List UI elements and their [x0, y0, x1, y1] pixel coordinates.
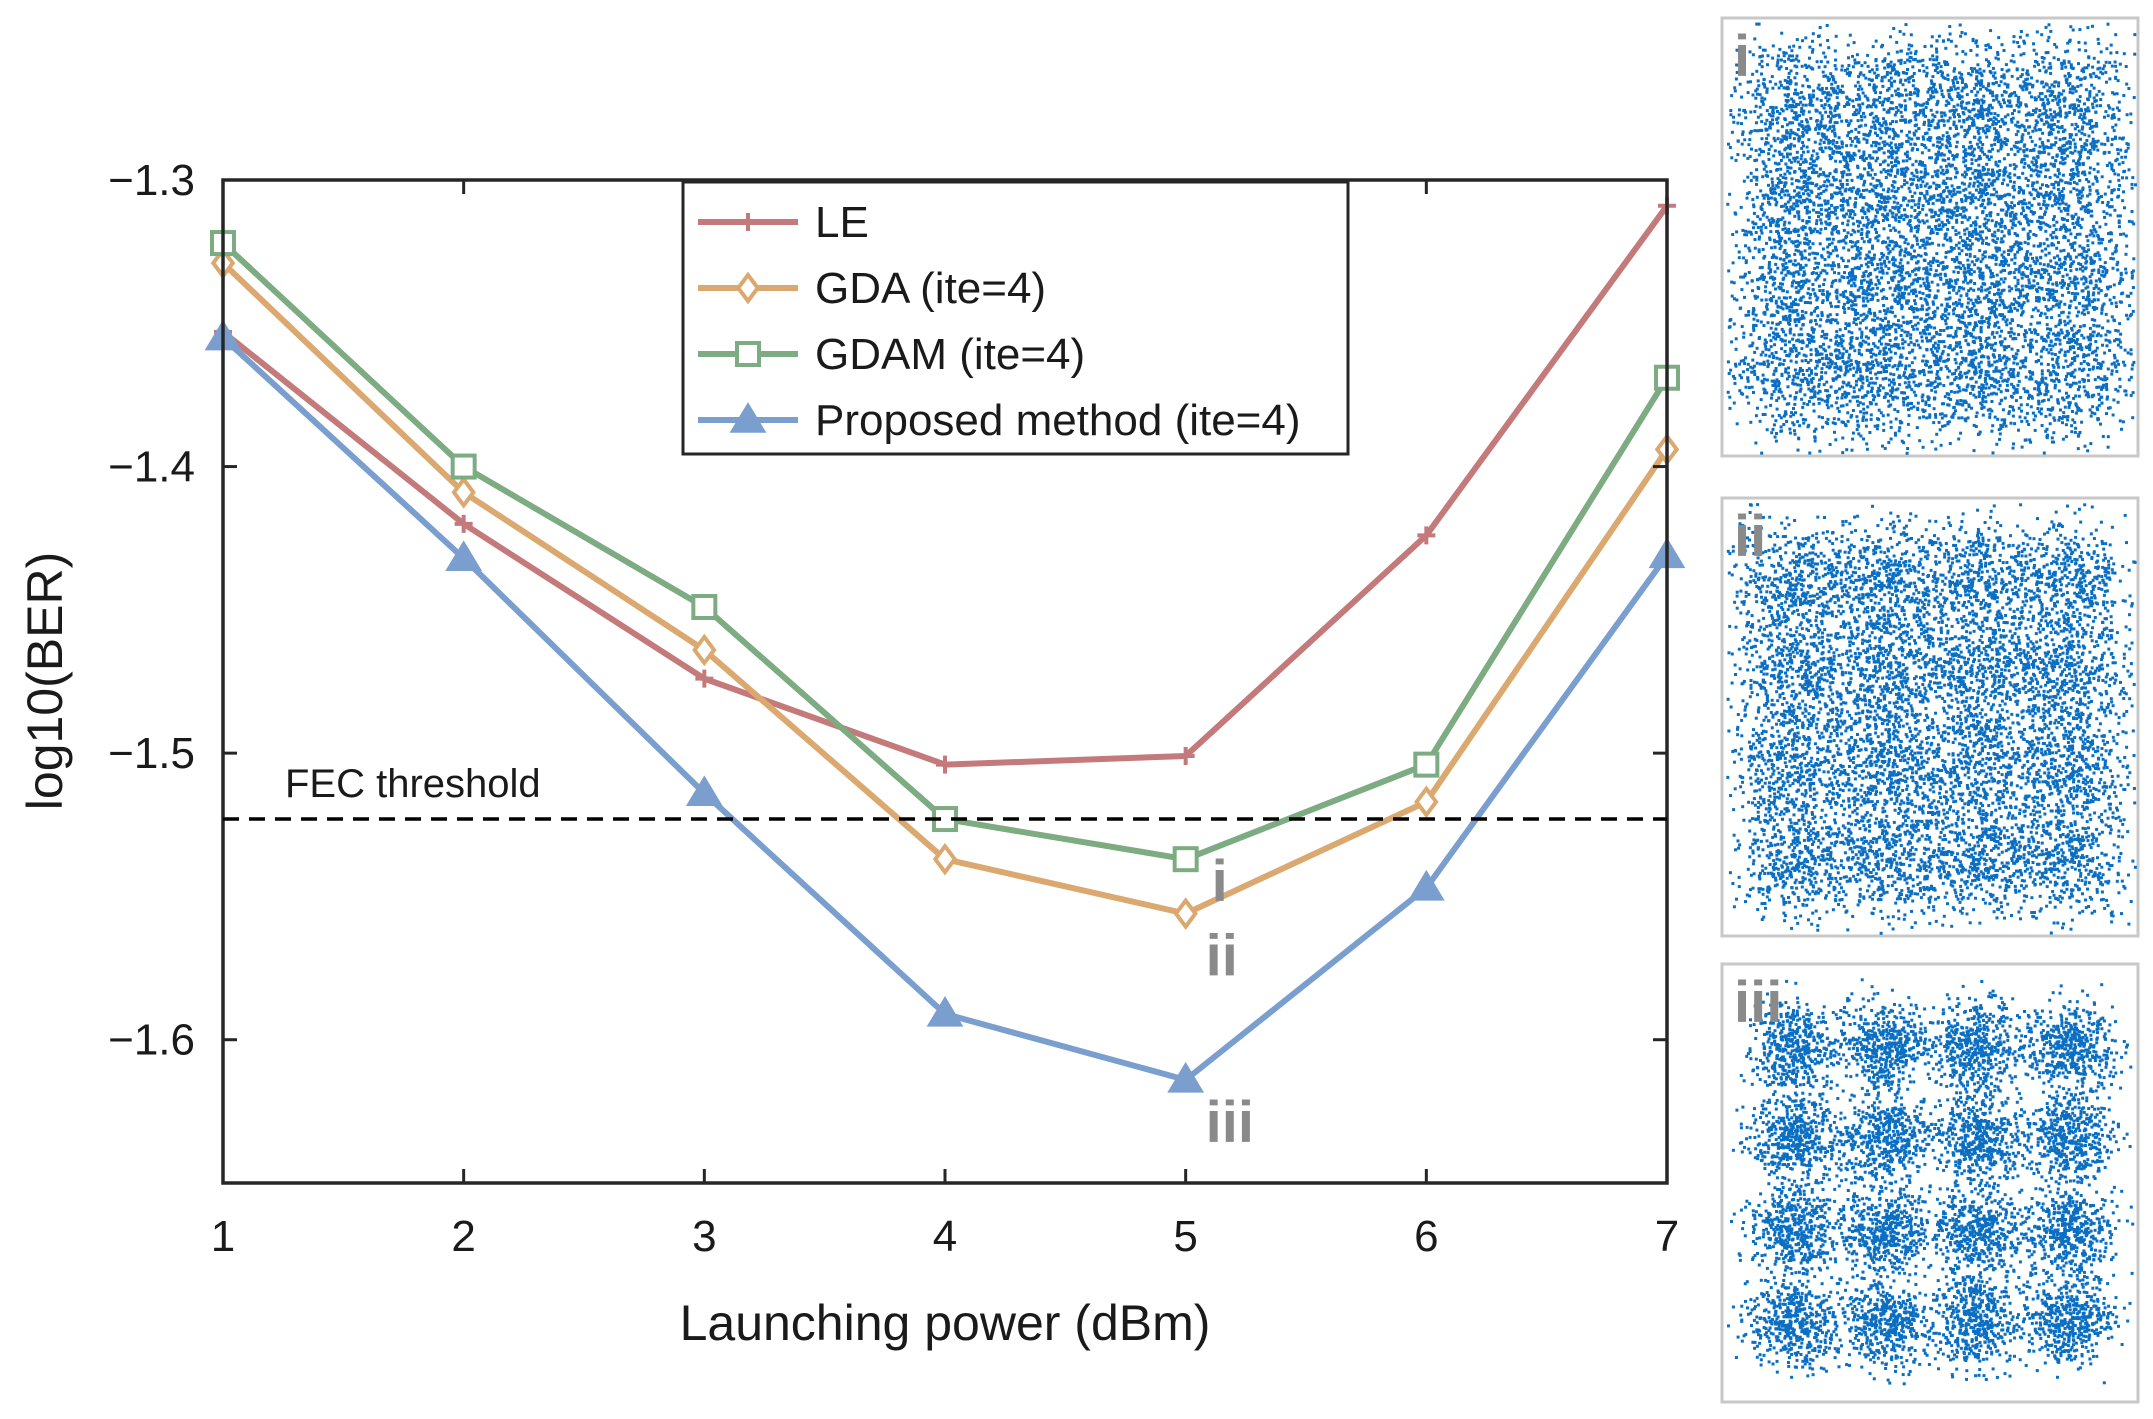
legend-label-0: LE	[815, 198, 869, 247]
x-tick-label-7: 7	[1655, 1212, 1679, 1261]
x-tick-label-4: 4	[933, 1212, 957, 1261]
annotation-i: i	[1212, 849, 1228, 914]
legend-label-3: Proposed method (ite=4)	[815, 396, 1301, 445]
y-tick-label-1: −1.4	[108, 443, 195, 492]
x-axis-label: Launching power (dBm)	[680, 1295, 1211, 1351]
x-tick-label-2: 2	[451, 1212, 475, 1261]
fec-threshold-label: FEC threshold	[285, 762, 541, 806]
constellation-inset-ii: ii	[1722, 498, 2138, 936]
main-chart: 1 2 3 4 5 6 7−1.3−1.4−1.5−1.6 FEC threshold ii…	[17, 156, 1683, 1351]
inset-label-i: i	[1734, 24, 1750, 89]
legend-marker-2	[737, 343, 759, 365]
x-tick-label-5: 5	[1173, 1212, 1197, 1261]
inset-label-ii: ii	[1734, 504, 1766, 569]
y-axis-label: log10(BER)	[17, 552, 73, 810]
legend-label-2: GDAM (ite=4)	[815, 330, 1085, 379]
y-tick-label-2: −1.5	[108, 729, 195, 778]
y-tick-label-0: −1.3	[108, 156, 195, 205]
annotation-iii: iii	[1206, 1090, 1254, 1155]
series-2-point-5	[1415, 754, 1437, 776]
constellation-inset-i: i	[1722, 18, 2138, 456]
x-tick-label-6: 6	[1414, 1212, 1438, 1261]
series-2-point-2	[693, 596, 715, 618]
series-2-point-4	[1175, 848, 1197, 870]
y-tick-label-3: −1.6	[108, 1016, 195, 1065]
x-tick-label-3: 3	[692, 1212, 716, 1261]
legend: LE GDA (ite=4) GDAM (ite=4) Proposed method…	[683, 182, 1348, 454]
inset-label-iii: iii	[1734, 970, 1782, 1035]
series-2-point-1	[453, 456, 475, 478]
legend-label-1: GDA (ite=4)	[815, 264, 1046, 313]
x-tick-label-1: 1	[211, 1212, 235, 1261]
constellation-inset-iii: iii	[1722, 964, 2138, 1402]
annotation-ii: ii	[1206, 924, 1238, 989]
